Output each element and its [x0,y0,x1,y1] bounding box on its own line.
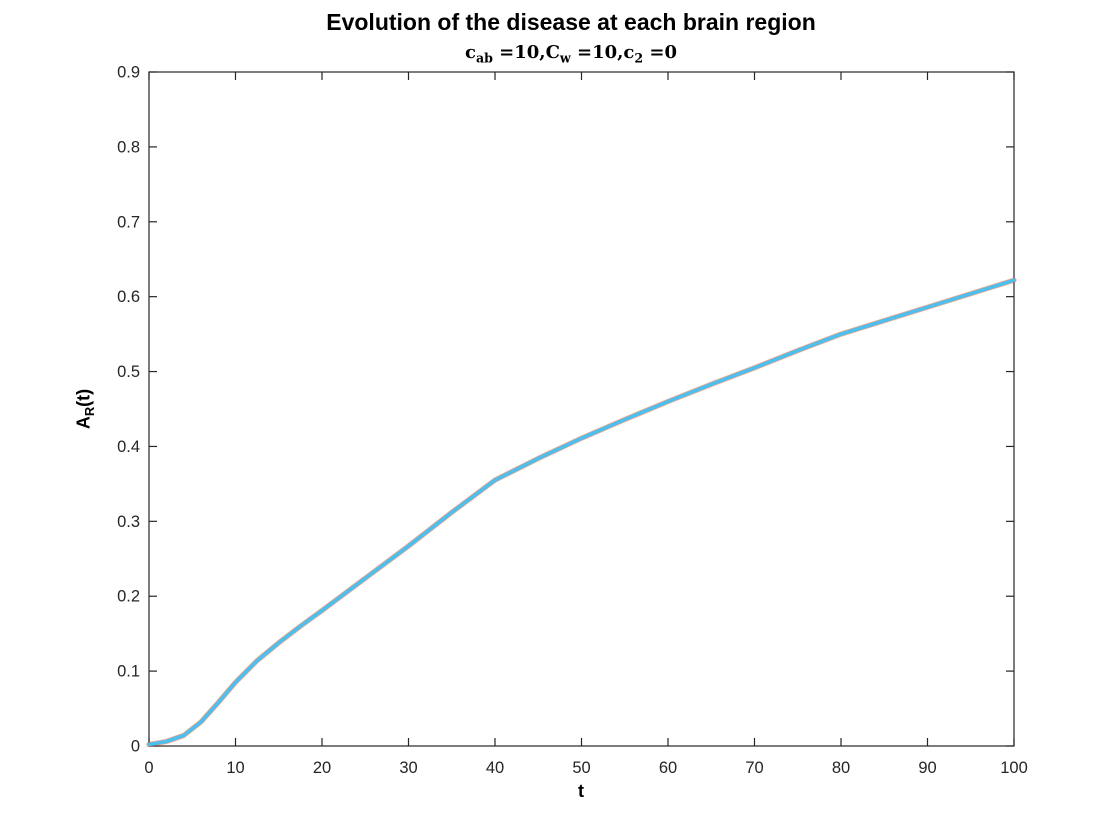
curve-underlay [146,277,1017,748]
y-axis-label-base: A [73,416,94,430]
x-tick-label: 100 [1000,759,1028,777]
y-tick-label: 0.3 [117,513,140,531]
subtitle-sub-ab: ab [475,50,493,66]
y-tick-label: 0.7 [117,213,140,231]
chart-subtitle: cab =10,Cw =10,c2 =0 [11,42,1120,66]
x-tick-label: 0 [144,759,153,777]
y-tick-label: 0.4 [117,438,140,456]
x-tick-label: 70 [745,759,763,777]
subtitle-sub-2: 2 [634,50,644,66]
y-tick-label: 0.8 [117,138,140,156]
x-tick-label: 40 [486,759,504,777]
subtitle-sub-w: w [559,50,571,66]
chart-title: Evolution of the disease at each brain r… [326,9,816,35]
disease-evolution-curve [147,278,1016,747]
subtitle-var-cab: c [464,42,476,63]
y-tick-label: 0.5 [117,363,140,381]
y-axis-label-sub: R [82,406,98,417]
x-tick-label: 10 [226,759,244,777]
x-tick-label: 60 [659,759,677,777]
subtitle-eq-3: =0 [643,42,678,63]
x-tick-label: 80 [832,759,850,777]
x-tick-label: 20 [313,759,331,777]
x-tick-label: 30 [399,759,417,777]
y-tick-label: 0.2 [117,588,140,606]
subtitle-eq-1: =10, [492,42,546,63]
y-tick-label: 0.1 [117,663,140,681]
y-tick-label: 0 [131,738,140,756]
y-axis-label-rest: (t) [73,388,94,407]
x-tick-label: 50 [572,759,590,777]
subtitle-var-cw: C [545,42,560,63]
subtitle-eq-2: =10, [570,42,624,63]
y-axis-label: AR(t) [73,388,98,430]
x-tick-label: 90 [918,759,936,777]
subtitle-var-c2: c [623,42,635,63]
x-axis-label: t [578,781,584,801]
y-tick-label: 0.6 [117,288,140,306]
y-tick-label: 0.9 [117,64,140,82]
